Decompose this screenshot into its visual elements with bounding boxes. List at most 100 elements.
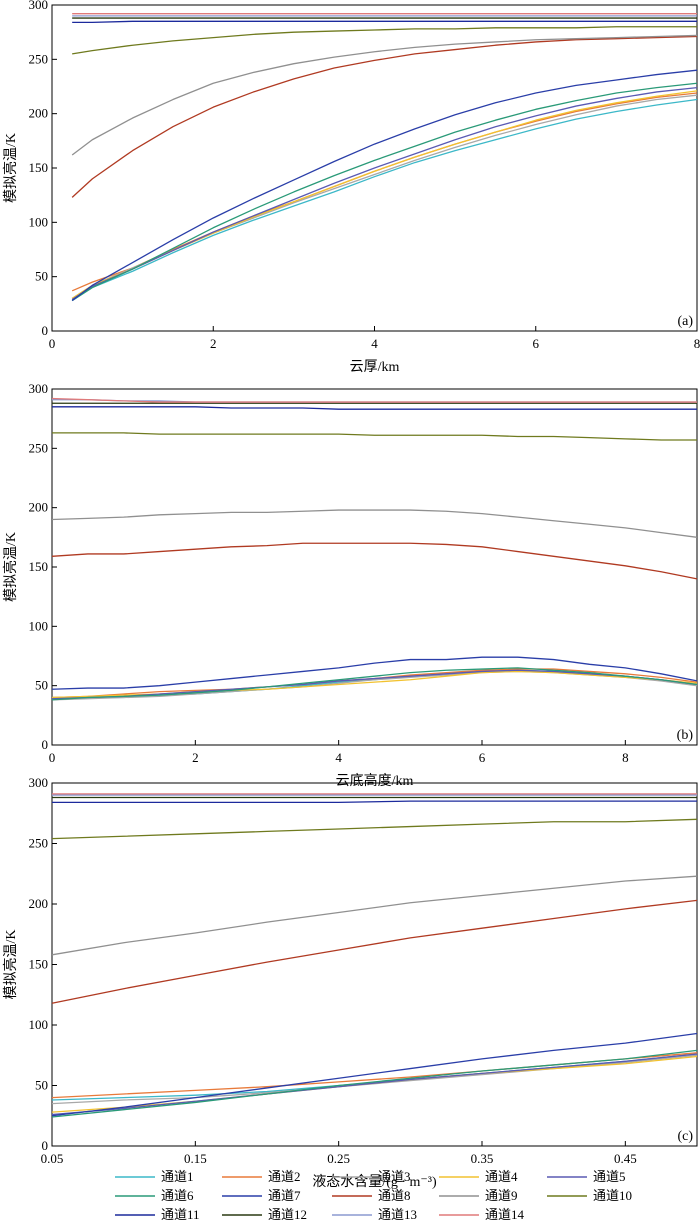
legend-item: 通道6 — [115, 1188, 194, 1203]
series-group — [51, 793, 698, 1118]
x-tick-label: 4 — [335, 750, 342, 765]
legend-label: 通道8 — [378, 1188, 411, 1203]
legend-label: 通道3 — [378, 1169, 411, 1184]
series-line-通道10 — [51, 818, 698, 840]
legend-item: 通道2 — [222, 1169, 301, 1184]
legend-item: 通道4 — [439, 1169, 518, 1184]
y-tick-label: 50 — [35, 1078, 48, 1093]
legend-item: 通道1 — [115, 1169, 194, 1184]
y-tick-label: 150 — [29, 957, 49, 972]
panel-label: (b) — [677, 728, 694, 743]
series-line-通道1 — [71, 98, 698, 302]
series-line-通道5 — [51, 669, 698, 700]
y-tick-label: 50 — [35, 269, 48, 284]
y-tick-label: 200 — [29, 500, 49, 515]
legend-item: 通道10 — [547, 1188, 632, 1203]
legend-label: 通道1 — [161, 1169, 194, 1184]
series-line-通道14 — [51, 397, 697, 403]
series-group — [71, 13, 698, 302]
series-line-通道8 — [51, 542, 698, 580]
legend-label: 通道11 — [161, 1207, 200, 1222]
legend-label: 通道4 — [485, 1169, 518, 1184]
y-tick-label: 250 — [29, 440, 49, 455]
y-axis-label: 模拟亮温/K — [2, 532, 19, 602]
series-line-通道9 — [71, 34, 698, 156]
series-line-通道6 — [51, 1049, 698, 1118]
x-tick-label: 6 — [479, 750, 486, 765]
y-tick-label: 150 — [29, 559, 49, 574]
panel-label: (a) — [677, 314, 693, 329]
series-line-通道8 — [71, 35, 698, 198]
y-tick-label: 300 — [29, 381, 49, 396]
y-tick-label: 100 — [29, 1017, 49, 1032]
legend-label: 通道6 — [161, 1188, 194, 1203]
series-line-通道8 — [51, 899, 698, 1004]
y-tick-label: 0 — [42, 1138, 49, 1153]
x-tick-label: 8 — [622, 750, 629, 765]
y-axis-label: 模拟亮温/K — [2, 133, 19, 203]
legend-label: 通道14 — [485, 1207, 525, 1222]
x-tick-label: 0 — [49, 336, 56, 351]
legend-label: 通道5 — [593, 1169, 626, 1184]
legend-item: 通道7 — [222, 1188, 301, 1203]
series-line-通道7 — [51, 1032, 698, 1117]
series-line-通道6 — [71, 82, 698, 302]
series-group — [51, 397, 698, 701]
series-line-通道10 — [72, 26, 697, 55]
series-line-通道7 — [51, 656, 698, 690]
legend-item: 通道13 — [332, 1207, 417, 1222]
series-line-通道11 — [72, 20, 697, 24]
x-tick-label: 0.25 — [327, 1151, 350, 1166]
series-line-通道5 — [71, 86, 698, 301]
panel-3: 0 50 100 150 200 250 300 0.05 0.15 0.25 0.35 0.45 液态… — [2, 775, 698, 1190]
x-axis-label: 云厚/km — [350, 360, 400, 375]
x-tick-label: 0.05 — [41, 1151, 64, 1166]
y-tick-label: 300 — [29, 0, 49, 12]
x-tick-label: 0.45 — [614, 1151, 637, 1166]
y-tick-label: 50 — [35, 678, 48, 693]
plot-frame — [51, 388, 698, 746]
series-line-通道11 — [52, 800, 697, 804]
panel-1: 0 50 100 150 200 250 300 0 2 4 6 8 云厚/km 模拟亮温/K (a) — [2, 0, 700, 375]
series-line-通道6 — [51, 667, 698, 701]
series-line-通道4 — [71, 90, 698, 299]
legend-label: 通道12 — [268, 1207, 307, 1222]
y-axis-label: 模拟亮温/K — [2, 930, 19, 1000]
series-line-通道9 — [51, 509, 698, 538]
x-tick-label: 2 — [192, 750, 199, 765]
series-line-通道11 — [52, 406, 697, 410]
legend-label: 通道13 — [378, 1207, 417, 1222]
x-tick-label: 2 — [210, 336, 217, 351]
legend-label: 通道2 — [268, 1169, 301, 1184]
y-tick-label: 0 — [42, 323, 49, 338]
y-tick-label: 0 — [42, 737, 49, 752]
y-tick-label: 200 — [29, 896, 49, 911]
y-tick-label: 250 — [29, 51, 49, 66]
x-tick-label: 4 — [371, 336, 378, 351]
y-tick-label: 100 — [29, 618, 49, 633]
series-line-通道2 — [71, 92, 698, 292]
series-line-通道10 — [52, 432, 697, 441]
series-line-通道3 — [71, 94, 698, 299]
legend-label: 通道7 — [268, 1188, 301, 1203]
legend-item: 通道12 — [222, 1207, 307, 1222]
series-line-通道2 — [51, 1052, 698, 1099]
legend: 通道1 通道2 通道3 通道4 通道5 通道6 通道7 通道8 通道9 通道10 通道11 通道12 通… — [115, 1169, 632, 1222]
y-tick-label: 250 — [29, 836, 49, 851]
legend-item: 通道11 — [115, 1207, 200, 1222]
x-tick-label: 6 — [533, 336, 540, 351]
legend-label: 通道9 — [485, 1188, 518, 1203]
x-tick-label: 0.35 — [471, 1151, 494, 1166]
x-axis-label: 液态水含量/(g · m⁻³) — [312, 1174, 437, 1190]
series-line-通道9 — [51, 875, 698, 956]
legend-label: 通道10 — [593, 1188, 632, 1203]
series-line-通道5 — [51, 1053, 698, 1116]
y-tick-label: 200 — [29, 106, 49, 121]
panel-label: (c) — [677, 1129, 693, 1144]
series-line-通道4 — [51, 670, 698, 699]
x-tick-label: 8 — [694, 336, 700, 351]
legend-item: 通道9 — [439, 1188, 518, 1203]
